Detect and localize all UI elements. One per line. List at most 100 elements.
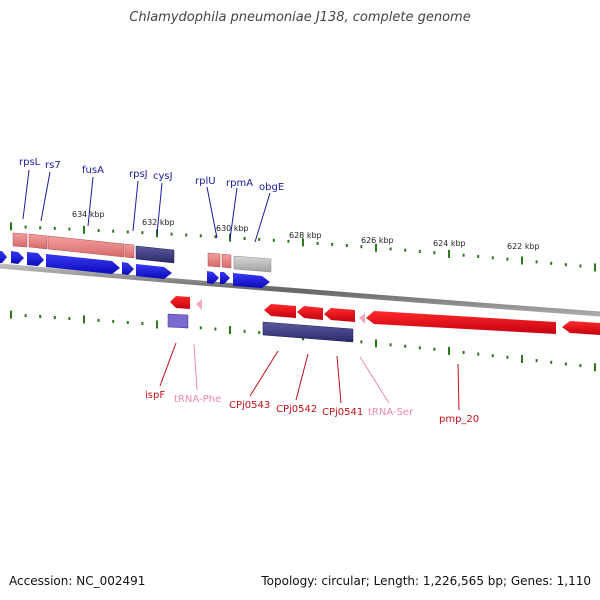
minor-tick xyxy=(506,257,509,261)
minor-tick xyxy=(243,329,246,333)
major-tick xyxy=(10,222,12,231)
gene-label-fusA: fusA xyxy=(82,165,104,176)
forward-cds-arrow xyxy=(207,271,219,284)
minor-tick xyxy=(433,251,436,255)
minor-tick xyxy=(24,314,27,318)
scale-label: 626 kbp xyxy=(361,236,394,245)
major-tick xyxy=(375,243,377,252)
minor-tick xyxy=(491,354,494,358)
reverse-gene-labels: ispF tRNA-Phe CPj0543 CPj0542 CPj0541 tR… xyxy=(145,390,479,425)
trna-marker xyxy=(196,299,202,310)
accession-text: Accession: NC_002491 xyxy=(9,574,146,588)
reverse-cds-arrow xyxy=(264,304,296,318)
forward-feature-block xyxy=(47,235,125,258)
minor-tick xyxy=(579,364,582,368)
major-tick xyxy=(83,315,85,324)
gene-label-rplU: rplU xyxy=(195,176,216,187)
minor-tick xyxy=(53,226,56,230)
gene-label-cysJ: cysJ xyxy=(153,171,173,182)
forward-feature-block xyxy=(12,232,28,248)
minor-tick xyxy=(331,242,334,246)
minor-tick xyxy=(141,231,144,235)
gene-label-rpsL: rpsL xyxy=(19,157,41,168)
minor-tick xyxy=(316,241,319,245)
gene-label-obgE: obgE xyxy=(259,182,284,193)
minor-tick xyxy=(53,316,56,319)
minor-tick xyxy=(272,238,275,242)
minor-tick xyxy=(185,233,188,237)
minor-tick xyxy=(199,326,202,330)
reverse-cds-arrow xyxy=(562,321,600,335)
gene-label-cpj0542: CPj0542 xyxy=(276,404,317,415)
reverse-feature-block xyxy=(262,321,354,343)
minor-tick xyxy=(389,343,392,347)
genome-backbone xyxy=(0,263,600,317)
minor-tick xyxy=(491,256,494,260)
reverse-cds-arrow xyxy=(297,306,323,320)
major-tick xyxy=(302,238,304,247)
major-tick xyxy=(448,346,450,355)
minor-tick xyxy=(477,255,480,258)
gene-label-rpsJ: rpsJ xyxy=(129,169,148,180)
minor-tick xyxy=(535,359,538,363)
minor-tick xyxy=(68,317,71,320)
minor-tick xyxy=(418,346,421,350)
forward-cds-arrow xyxy=(46,254,120,274)
minor-tick xyxy=(506,355,509,359)
minor-tick xyxy=(214,235,217,239)
gene-label-cpj0543: CPj0543 xyxy=(229,400,270,411)
forward-gene-labels: rpsL rs7 fusA rpsJ cysJ rplU rpmA obgE xyxy=(19,157,284,193)
gene-label-rs7: rs7 xyxy=(45,160,61,171)
gene-label-rpmA: rpmA xyxy=(226,178,253,189)
minor-tick xyxy=(112,319,115,323)
minor-tick xyxy=(39,226,42,230)
minor-tick xyxy=(404,248,407,252)
forward-cds-arrow xyxy=(220,272,230,284)
minor-tick xyxy=(97,318,100,322)
forward-feature-block xyxy=(233,255,272,273)
minor-tick xyxy=(287,239,290,243)
minor-tick xyxy=(360,340,363,344)
minor-tick xyxy=(404,344,407,348)
forward-cds-track xyxy=(0,251,270,288)
minor-tick xyxy=(39,315,42,318)
minor-tick xyxy=(433,347,436,351)
minor-tick xyxy=(462,253,465,257)
minor-tick xyxy=(462,351,465,354)
forward-cds-arrow xyxy=(122,262,134,275)
major-tick xyxy=(594,263,596,272)
reverse-cds-arrow xyxy=(170,296,190,309)
minor-tick xyxy=(97,229,100,232)
major-tick xyxy=(83,225,85,234)
forward-cds-arrow xyxy=(233,273,270,288)
minor-tick xyxy=(550,360,553,364)
minor-tick xyxy=(389,247,392,251)
minor-tick xyxy=(258,331,261,335)
forward-feature-block xyxy=(28,233,48,250)
minor-tick xyxy=(68,227,71,231)
minor-tick xyxy=(24,225,27,229)
major-tick xyxy=(521,256,523,265)
minor-tick xyxy=(345,244,348,247)
minor-tick xyxy=(477,352,480,356)
gene-label-pmp-20: pmp_20 xyxy=(439,414,479,425)
forward-feature-block xyxy=(221,253,232,269)
topology-text: Topology: circular; Length: 1,226,565 bp… xyxy=(261,574,591,588)
minor-tick xyxy=(214,327,217,331)
reverse-cds-track xyxy=(170,296,600,335)
minor-tick xyxy=(199,234,202,238)
forward-cds-arrow xyxy=(27,252,44,266)
major-tick xyxy=(594,363,596,372)
minor-tick xyxy=(243,237,246,240)
forward-cds-arrow xyxy=(0,251,7,263)
minor-tick xyxy=(550,261,553,265)
minor-tick xyxy=(360,245,363,249)
minor-tick xyxy=(170,232,173,236)
reverse-feature-block xyxy=(167,313,189,329)
minor-tick xyxy=(258,237,261,241)
minor-tick xyxy=(579,264,582,268)
minor-tick xyxy=(535,260,538,264)
scale-label: 634 kbp xyxy=(72,210,105,219)
forward-feature-track xyxy=(12,232,272,273)
minor-tick xyxy=(126,230,129,234)
